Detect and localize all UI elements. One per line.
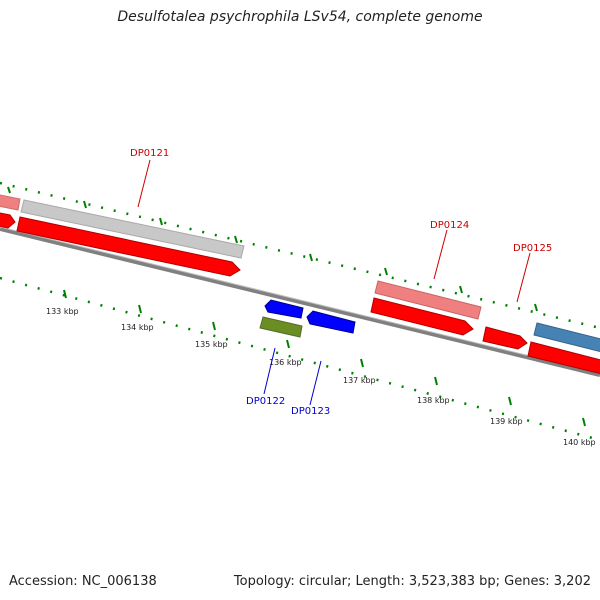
gene-labels: DP0121 DP0124 DP0125 DP0122 DP0123	[130, 148, 552, 417]
gene-feature-dp0122[interactable]	[264, 299, 304, 319]
scale-label: 135 kbp	[195, 340, 228, 349]
genome-summary-text: Topology: circular; Length: 3,523,383 bp…	[233, 574, 591, 589]
scale-labels: 133 kbp 134 kbp 135 kbp 136 kbp 137 kbp …	[46, 307, 596, 447]
leader-dp0122	[263, 347, 276, 395]
gene-feature-red[interactable]	[527, 341, 600, 375]
scale-tick-track	[0, 276, 600, 442]
scale-major-tick	[434, 376, 438, 386]
feature-row-minus	[259, 299, 356, 338]
upper-major-tick	[7, 186, 11, 194]
scale-major-tick	[360, 358, 364, 368]
upper-major-tick	[309, 253, 313, 262]
scale-label: 138 kbp	[417, 396, 450, 405]
accession-text: Accession: NC_006138	[9, 574, 157, 589]
scale-label: 136 kbp	[269, 358, 302, 367]
gene-feature-gray[interactable]	[20, 199, 245, 259]
feature-row-lower	[0, 212, 600, 375]
leader-dp0125	[516, 252, 531, 303]
scale-major-tick	[286, 339, 290, 349]
upper-tick-track	[0, 181, 600, 330]
backbone-highlight	[0, 226, 600, 374]
gene-label-dp0123[interactable]: DP0123	[291, 406, 330, 417]
leader-dp0121	[137, 159, 151, 208]
upper-major-tick	[83, 200, 87, 209]
gene-label-dp0125[interactable]: DP0125	[513, 243, 552, 254]
scale-major-tick	[582, 417, 586, 427]
gene-label-dp0124[interactable]: DP0124	[430, 220, 469, 231]
scale-label: 133 kbp	[46, 307, 79, 316]
scale-label: 134 kbp	[121, 323, 154, 332]
map-title: Desulfotalea psychrophila LSv54, complet…	[117, 9, 483, 25]
backbone-line	[0, 227, 600, 377]
scale-major-tick	[212, 321, 216, 331]
upper-major-tick	[159, 217, 163, 226]
gene-label-dp0122[interactable]: DP0122	[246, 396, 285, 407]
scale-label: 139 kbp	[490, 417, 523, 426]
gene-feature-red[interactable]	[482, 326, 528, 350]
gene-feature-steelblue[interactable]	[533, 322, 600, 353]
scale-label: 140 kbp	[563, 438, 596, 447]
gene-feature-red[interactable]	[0, 212, 16, 229]
gene-feature-pink[interactable]	[374, 280, 482, 320]
gene-feature-olive[interactable]	[259, 316, 303, 338]
upper-major-tick	[534, 303, 538, 312]
gene-feature-pink[interactable]	[0, 194, 21, 211]
upper-major-tick	[234, 235, 238, 244]
gene-feature-red[interactable]	[370, 297, 474, 336]
leader-dp0123	[309, 360, 322, 406]
gene-label-dp0121[interactable]: DP0121	[130, 148, 169, 159]
genome-backbone	[0, 226, 600, 377]
gene-feature-dp0123[interactable]	[306, 310, 356, 334]
upper-minor-ticks	[0, 181, 600, 330]
scale-label: 137 kbp	[343, 376, 376, 385]
scale-major-tick	[63, 289, 67, 299]
upper-major-tick	[459, 285, 463, 294]
gene-feature-red[interactable]	[16, 216, 241, 277]
scale-major-tick	[508, 396, 512, 406]
label-leaders	[137, 159, 531, 406]
scale-major-tick	[138, 304, 142, 314]
feature-row-upper	[0, 194, 600, 353]
upper-major-tick	[384, 267, 388, 276]
leader-dp0124	[433, 229, 448, 280]
